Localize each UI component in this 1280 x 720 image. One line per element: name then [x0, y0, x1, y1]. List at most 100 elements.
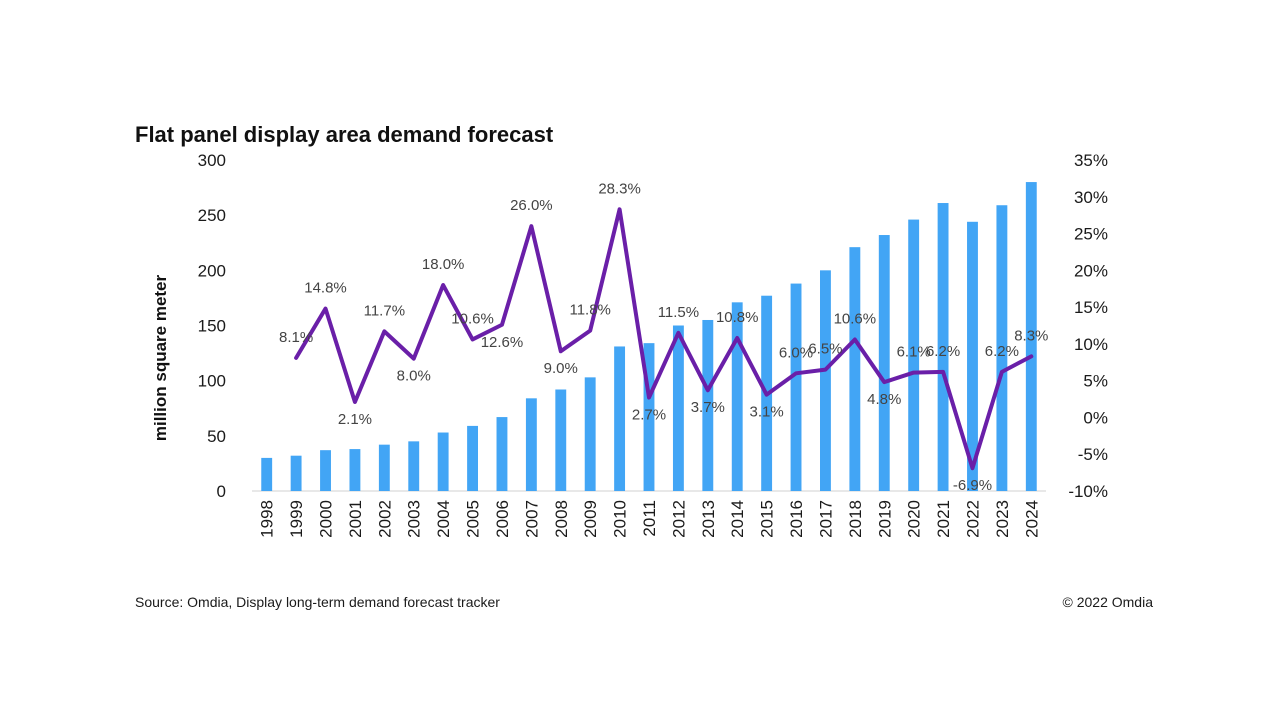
x-tick-label: 2017 [816, 500, 835, 538]
chart-title: Flat panel display area demand forecast [135, 122, 554, 147]
growth-data-label: 18.0% [422, 256, 465, 273]
x-tick-label: 2021 [934, 500, 953, 538]
x-tick-label: 2003 [405, 500, 424, 538]
growth-data-label: 11.8% [569, 302, 610, 319]
y2-tick-label: -5% [1078, 445, 1108, 464]
x-tick-label: 2019 [875, 500, 894, 538]
x-tick-label: 2016 [787, 500, 806, 538]
growth-data-label: 3.1% [750, 404, 784, 421]
growth-data-label: 28.3% [598, 180, 641, 197]
growth-data-label: 3.7% [691, 399, 725, 416]
bar [467, 425, 478, 491]
bar [790, 283, 802, 491]
growth-data-label: 8.1% [279, 329, 313, 346]
growth-data-label: 10.6% [834, 310, 877, 327]
bar [672, 325, 684, 491]
x-axis: 1998 1999 2000 2001 2002 2003 2004 2005 2006 2007… [258, 500, 1042, 538]
bar [614, 346, 626, 491]
x-tick-label: 2015 [758, 500, 777, 538]
growth-data-label: 11.7% [364, 302, 405, 319]
bar [555, 389, 567, 491]
x-tick-label: 2001 [346, 500, 365, 538]
growth-data-label: 4.8% [867, 391, 901, 408]
x-tick-label: 2011 [640, 500, 659, 537]
bar [290, 455, 302, 491]
bar [643, 343, 655, 491]
growth-data-label: 6.2% [926, 343, 960, 360]
x-tick-label: 2020 [905, 500, 924, 538]
growth-data-label: 6.1% [897, 344, 931, 361]
bar [908, 219, 920, 491]
bar [731, 302, 743, 491]
y-tick-label: 250 [198, 206, 226, 225]
x-tick-label: 2013 [699, 500, 718, 538]
y-tick-label: 150 [198, 317, 226, 336]
bar-series [261, 182, 1037, 492]
bar [849, 247, 861, 491]
y-axis-left: 0 50 100 150 200 250 300 [198, 151, 226, 501]
y-axis-label: million square meter [151, 274, 170, 441]
growth-line-series [294, 207, 1034, 471]
growth-data-label: 8.3% [1014, 327, 1048, 344]
growth-data-label: 12.6% [481, 334, 524, 351]
x-tick-label: 2018 [846, 500, 865, 538]
y2-tick-label: 35% [1074, 151, 1108, 170]
bar [1025, 182, 1037, 492]
bar [261, 457, 273, 491]
y2-tick-label: 30% [1074, 188, 1108, 207]
y2-tick-label: 25% [1074, 225, 1108, 244]
y2-tick-label: 15% [1074, 298, 1108, 317]
x-tick-label: 1998 [258, 500, 277, 538]
growth-data-label: 10.8% [716, 309, 759, 326]
y-tick-label: 200 [198, 261, 226, 280]
bar [878, 235, 890, 491]
growth-data-label: 6.2% [985, 343, 1019, 360]
y-tick-label: 0 [217, 482, 226, 501]
growth-data-label: 14.8% [304, 280, 347, 297]
bar [408, 441, 420, 491]
x-tick-label: 2007 [522, 500, 541, 538]
bar [967, 221, 978, 491]
x-tick-label: 2022 [963, 500, 982, 538]
x-tick-label: 2005 [464, 500, 483, 538]
bar [496, 417, 508, 491]
y-axis-right: -10% -5% 0% 5% 10% 15% 20% 25% 30% 35% [1068, 151, 1108, 501]
x-tick-label: 2008 [552, 500, 571, 538]
y-tick-label: 50 [207, 427, 226, 446]
source-note: Source: Omdia, Display long-term demand … [135, 594, 500, 610]
y2-tick-label: 20% [1074, 261, 1108, 280]
x-tick-label: 2004 [434, 500, 453, 538]
bar [437, 432, 449, 491]
x-tick-label: 2009 [581, 500, 600, 538]
y-tick-label: 300 [198, 151, 226, 170]
bar [937, 203, 949, 491]
x-tick-label: 2000 [317, 500, 336, 538]
growth-data-label: 6.0% [779, 344, 813, 361]
growth-data-label: 10.6% [451, 310, 494, 327]
x-tick-label: 2023 [993, 500, 1012, 538]
y2-tick-label: 5% [1083, 372, 1108, 391]
x-tick-label: 2010 [611, 500, 630, 538]
x-tick-label: 2002 [375, 500, 394, 538]
y-tick-label: 100 [198, 372, 226, 391]
growth-data-label: 9.0% [544, 360, 578, 377]
bar [320, 450, 331, 491]
growth-data-labels: 8.1% 14.8% 2.1% 11.7% 8.0% 18.0% 10.6% 12.6% 26.… [279, 180, 1048, 494]
growth-data-label: 8.0% [397, 368, 431, 385]
growth-line [294, 207, 1034, 471]
y2-tick-label: 0% [1083, 408, 1108, 427]
y2-tick-label: -10% [1068, 482, 1108, 501]
x-tick-label: 1999 [287, 500, 306, 538]
growth-data-label: 6.5% [808, 341, 842, 358]
growth-data-label: 26.0% [510, 197, 553, 214]
bar [378, 444, 390, 491]
growth-data-label: -6.9% [953, 477, 992, 494]
bar [349, 449, 361, 491]
growth-data-label: 11.5% [658, 304, 699, 321]
x-tick-label: 2006 [493, 500, 512, 538]
copyright-note: © 2022 Omdia [1063, 594, 1154, 610]
bar [584, 377, 596, 491]
bar [525, 398, 537, 491]
growth-data-label: 2.1% [338, 411, 372, 428]
